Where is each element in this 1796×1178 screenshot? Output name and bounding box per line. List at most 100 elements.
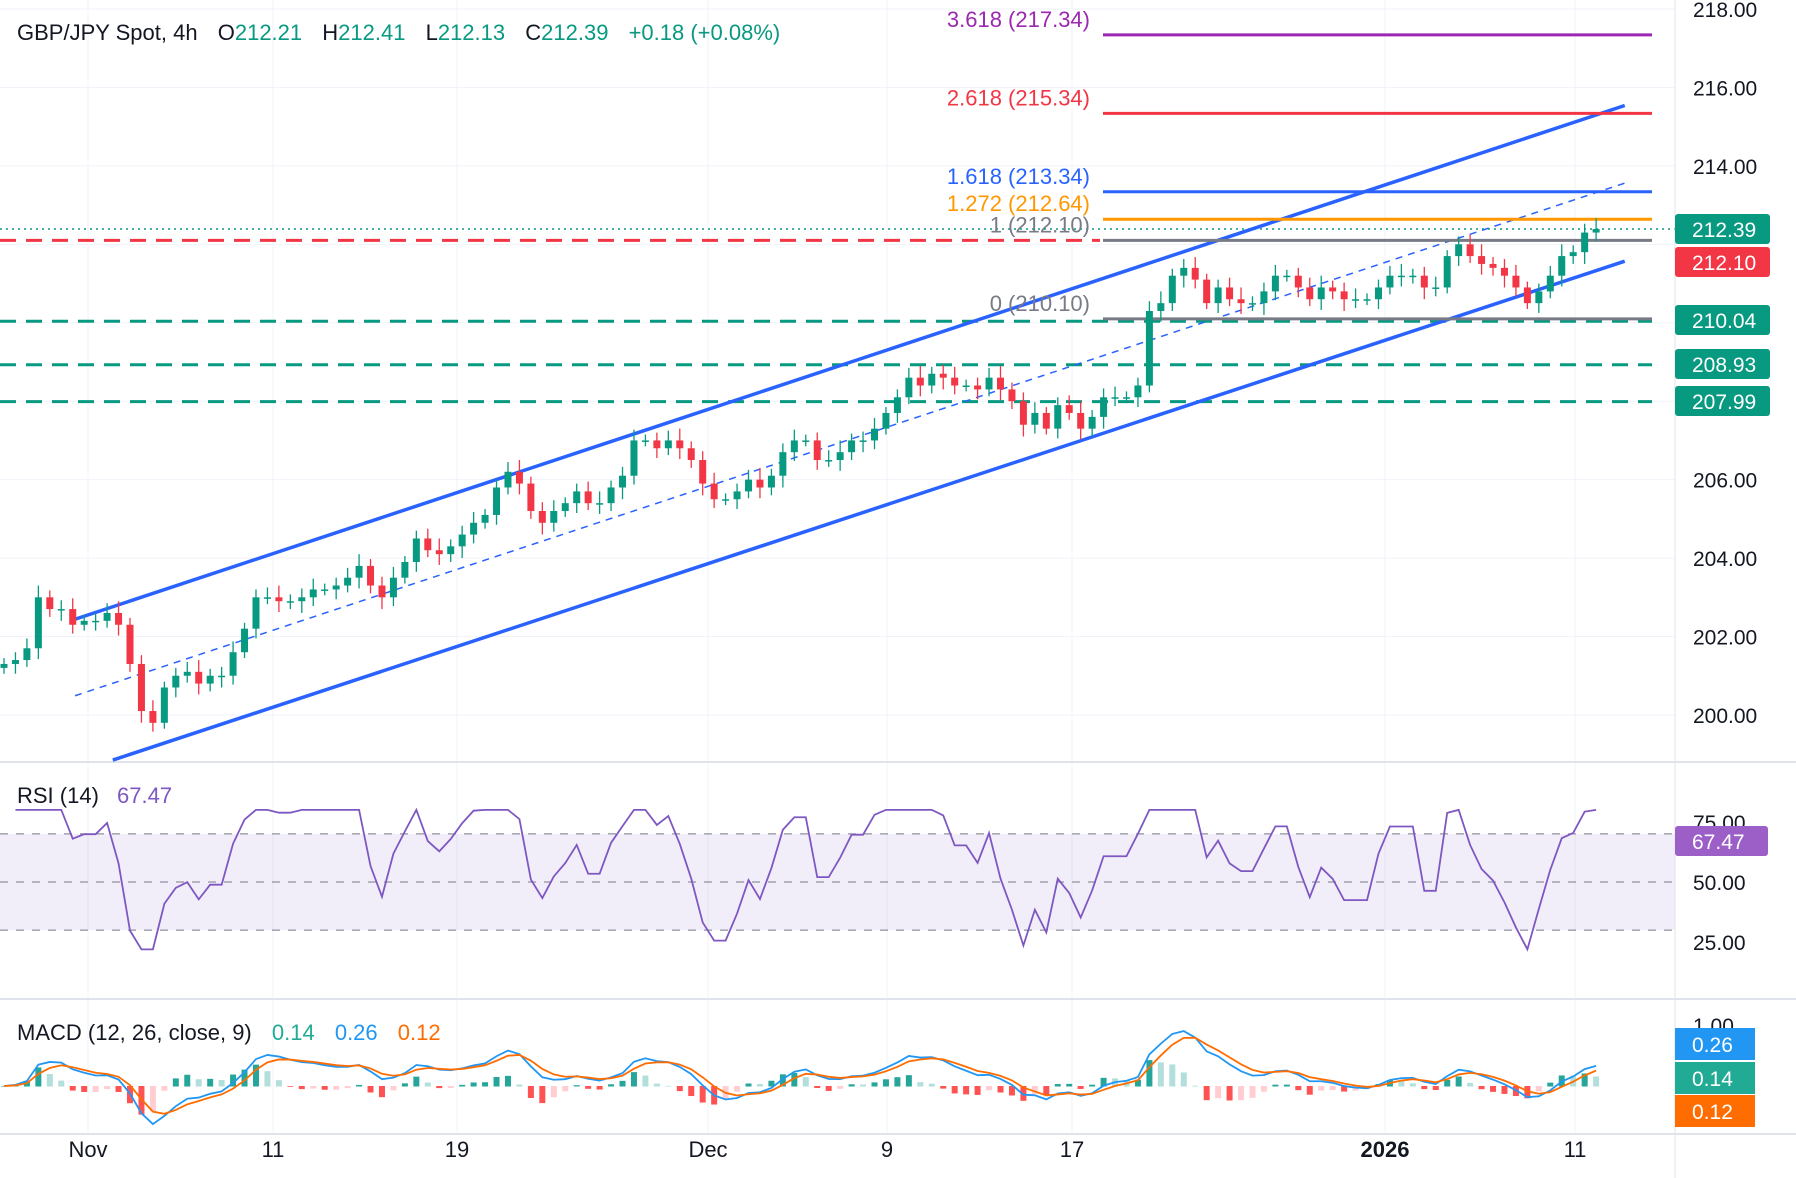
candle-body xyxy=(183,671,191,676)
macd-histogram-bar xyxy=(459,1084,466,1087)
candle-body xyxy=(893,397,901,413)
macd-legend: MACD (12, 26, close, 9) 0.14 0.26 0.12 xyxy=(17,1020,441,1045)
price-tick-label: 200.00 xyxy=(1693,705,1757,728)
channel-lines[interactable] xyxy=(74,103,1626,762)
macd-histogram-bar xyxy=(1341,1086,1348,1092)
candle-body xyxy=(1500,267,1508,276)
macd-histogram-bar xyxy=(333,1086,340,1090)
fibonacci-extension[interactable]: 3.618 (217.34) 2.618 (215.34) 1.618 (213.3… xyxy=(947,7,1652,321)
candle-body xyxy=(447,546,455,555)
candle-body xyxy=(630,440,638,476)
macd-histogram-bar xyxy=(413,1076,420,1087)
candle-body xyxy=(206,675,214,684)
macd-histogram-bar xyxy=(1089,1084,1096,1087)
macd-histogram-bar xyxy=(665,1085,672,1087)
macd-histogram-bar xyxy=(1547,1082,1554,1087)
macd-histogram-bar xyxy=(447,1086,454,1088)
macd-histogram-bar xyxy=(986,1086,993,1091)
macd-histogram-bar xyxy=(596,1086,603,1090)
macd-histogram-bar xyxy=(252,1064,259,1087)
macd-histogram-bar xyxy=(1054,1084,1061,1087)
candle-body xyxy=(1523,287,1531,304)
candle-body xyxy=(1226,287,1234,300)
macd-histogram-bar xyxy=(550,1086,557,1098)
macd-histogram-bar xyxy=(104,1086,111,1090)
macd-histogram-bar xyxy=(1226,1086,1233,1101)
macd-histogram-bar xyxy=(963,1086,970,1095)
macd-histogram-bar xyxy=(997,1086,1004,1093)
price-badge xyxy=(1675,214,1770,244)
macd-histogram-bar xyxy=(1455,1076,1462,1087)
candle-body xyxy=(344,577,352,586)
fib-level-label: 1.618 (213.34) xyxy=(947,164,1090,189)
grid xyxy=(0,0,1796,1135)
candle-body xyxy=(69,609,77,625)
price-badge xyxy=(1675,386,1770,416)
candle-body xyxy=(1111,397,1119,399)
candle-body xyxy=(23,648,31,661)
macd-histogram-bar xyxy=(837,1086,844,1089)
candle-body xyxy=(1317,287,1325,300)
candle-body xyxy=(985,377,993,390)
macd-hist-value: 0.14 xyxy=(272,1020,315,1045)
macd-histogram-bar xyxy=(756,1084,763,1087)
horizontal-levels[interactable] xyxy=(0,228,1675,404)
macd-histogram-bar xyxy=(230,1074,237,1087)
macd-histogram-bar xyxy=(1535,1086,1542,1092)
date-tick-label: 2026 xyxy=(1361,1137,1410,1162)
candle-body xyxy=(1157,303,1165,311)
candle-body xyxy=(355,565,363,578)
date-tick-label: 11 xyxy=(1564,1137,1587,1162)
candle-body xyxy=(515,471,523,484)
candle-body xyxy=(149,711,157,723)
macd-histogram-bar xyxy=(825,1086,832,1091)
candle-body xyxy=(1374,287,1382,300)
macd-histogram-bar xyxy=(287,1086,294,1087)
date-tick-label: Nov xyxy=(68,1137,107,1162)
candle-body xyxy=(1168,275,1176,304)
candle-body xyxy=(470,522,478,535)
macd-histogram-bar xyxy=(745,1083,752,1087)
macd-histogram-bar xyxy=(69,1086,76,1091)
macd-histogram-bar xyxy=(58,1080,65,1087)
price-tick-label: 206.00 xyxy=(1693,470,1757,493)
price-axis[interactable]: 218.00 216.00 214.00 206.00 204.00 202.00 200.… xyxy=(1674,0,1770,1178)
macd-histogram-bar xyxy=(1593,1076,1600,1087)
macd-histogram-bar xyxy=(1066,1083,1073,1087)
macd-histogram-bar xyxy=(1272,1084,1279,1087)
macd-histogram-bar xyxy=(1329,1086,1336,1091)
candle-body xyxy=(1340,291,1348,300)
time-axis[interactable]: Nov 11 19 Dec 9 17 2026 11 xyxy=(68,1137,1586,1162)
channel-middle-line xyxy=(74,182,1625,697)
date-tick-label: Dec xyxy=(688,1137,727,1162)
candle-body xyxy=(1329,287,1337,292)
candle-body xyxy=(1592,229,1600,233)
candle-body xyxy=(836,452,844,461)
fib-level-label: 2.618 (215.34) xyxy=(947,85,1090,110)
channel-upper-line xyxy=(74,103,1626,621)
candle-body xyxy=(1031,412,1039,425)
candle-body xyxy=(767,475,775,488)
candle-body xyxy=(756,479,764,488)
macd-histogram-bar xyxy=(848,1084,855,1087)
price-tick-label: 216.00 xyxy=(1693,77,1757,100)
candle-body xyxy=(939,373,947,378)
candle-body xyxy=(779,452,787,476)
candle-body xyxy=(1088,416,1096,429)
candle-body xyxy=(1397,275,1405,278)
candle-body xyxy=(676,440,684,449)
fib-level-label: 1 (212.10) xyxy=(990,212,1090,237)
macd-histogram-bar xyxy=(172,1078,179,1087)
macd-badge-macd xyxy=(1675,1028,1755,1060)
rsi-tick-label: 50.00 xyxy=(1693,872,1746,895)
macd-histogram-bar xyxy=(974,1086,981,1095)
rsi-line xyxy=(15,807,1597,952)
macd-histogram-bar xyxy=(1444,1079,1451,1087)
macd-histogram-bar xyxy=(207,1078,214,1087)
date-tick-label: 11 xyxy=(262,1137,285,1162)
macd-histogram-bar xyxy=(493,1076,500,1087)
candle-body xyxy=(905,377,913,398)
candle-body xyxy=(527,483,535,512)
macd-histogram-bar xyxy=(642,1075,649,1087)
